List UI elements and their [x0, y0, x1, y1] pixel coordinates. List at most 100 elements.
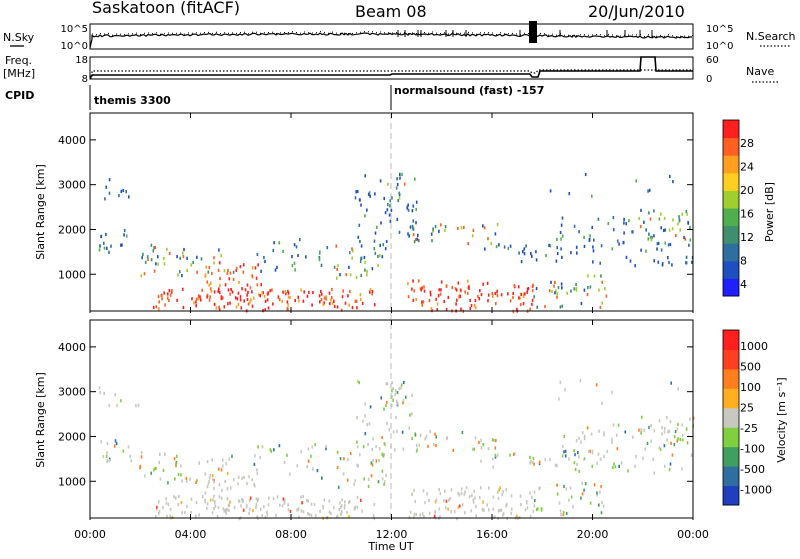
- data-point: [211, 290, 213, 293]
- data-point: [677, 222, 679, 225]
- data-point: [582, 431, 584, 434]
- data-point: [482, 283, 484, 286]
- data-point: [305, 255, 307, 258]
- data-point: [647, 442, 649, 445]
- data-point: [576, 246, 578, 249]
- data-point: [583, 489, 585, 492]
- data-point: [534, 499, 536, 502]
- data-point: [372, 290, 374, 293]
- data-point: [412, 493, 414, 496]
- data-point: [351, 257, 353, 260]
- data-point: [674, 443, 676, 446]
- data-point: [535, 250, 537, 253]
- data-point: [297, 296, 299, 299]
- data-point: [401, 383, 403, 386]
- data-point: [677, 423, 679, 426]
- data-point: [212, 478, 214, 481]
- data-point: [260, 270, 262, 273]
- data-point: [192, 261, 194, 264]
- data-point: [123, 450, 125, 453]
- data-point: [340, 457, 342, 460]
- data-point: [564, 388, 566, 391]
- data-point: [544, 305, 546, 308]
- data-point: [672, 218, 674, 221]
- data-point: [577, 451, 579, 454]
- data-point: [431, 239, 433, 242]
- data-point: [263, 505, 265, 508]
- data-point: [383, 197, 385, 200]
- data-point: [501, 293, 503, 296]
- data-point: [648, 237, 650, 240]
- data-point: [534, 491, 536, 494]
- data-point: [153, 249, 155, 252]
- data-point: [536, 258, 538, 261]
- data-point: [175, 497, 177, 500]
- power-colorbar-tick: 8: [740, 255, 747, 268]
- data-point: [474, 448, 476, 451]
- freq-traces: [90, 57, 693, 78]
- data-point: [404, 183, 406, 186]
- data-point: [141, 455, 143, 458]
- data-point: [259, 294, 261, 297]
- data-point: [386, 240, 388, 243]
- data-point: [556, 484, 558, 487]
- data-point: [600, 458, 602, 461]
- data-point: [216, 306, 218, 309]
- data-point: [451, 286, 453, 289]
- data-point: [246, 294, 248, 297]
- data-point: [413, 489, 415, 492]
- data-point: [361, 244, 363, 247]
- data-point: [158, 307, 160, 310]
- data-point: [531, 303, 533, 306]
- data-point: [382, 470, 384, 473]
- data-point: [669, 229, 671, 232]
- data-point: [379, 447, 381, 450]
- data-point: [665, 242, 667, 245]
- data-point: [336, 277, 338, 280]
- data-point: [366, 423, 368, 426]
- data-point: [402, 431, 404, 434]
- data-point: [311, 514, 313, 517]
- data-point: [199, 295, 201, 298]
- data-point: [484, 248, 486, 251]
- data-point: [363, 445, 365, 448]
- data-point: [672, 227, 674, 230]
- data-point: [319, 294, 321, 297]
- data-point: [440, 492, 442, 495]
- data-point: [227, 272, 229, 275]
- data-point: [556, 464, 558, 467]
- beam-title: Beam 08: [355, 2, 427, 21]
- data-point: [443, 499, 445, 502]
- data-point: [440, 293, 442, 296]
- data-point: [482, 224, 484, 227]
- data-point: [532, 299, 534, 302]
- data-point: [159, 510, 161, 513]
- data-point: [184, 511, 186, 514]
- data-point: [512, 296, 514, 299]
- data-point: [229, 458, 231, 461]
- data-point: [128, 195, 130, 198]
- data-point: [240, 295, 242, 298]
- data-point: [218, 269, 220, 272]
- data-point: [261, 291, 263, 294]
- data-point: [186, 477, 188, 480]
- data-point: [321, 293, 323, 296]
- colorbar-segment: [723, 190, 739, 208]
- data-point: [581, 302, 583, 305]
- data-point: [301, 509, 303, 512]
- data-point: [319, 300, 321, 303]
- data-point: [314, 503, 316, 506]
- data-point: [660, 212, 662, 215]
- data-point: [488, 447, 490, 450]
- data-point: [653, 458, 655, 461]
- data-point: [408, 427, 410, 430]
- data-point: [206, 507, 208, 510]
- data-point: [473, 229, 475, 232]
- data-point: [550, 281, 552, 284]
- data-point: [288, 296, 290, 299]
- data-point: [553, 285, 555, 288]
- data-point: [481, 446, 483, 449]
- data-point: [417, 234, 419, 237]
- data-point: [532, 289, 534, 292]
- data-point: [682, 434, 684, 437]
